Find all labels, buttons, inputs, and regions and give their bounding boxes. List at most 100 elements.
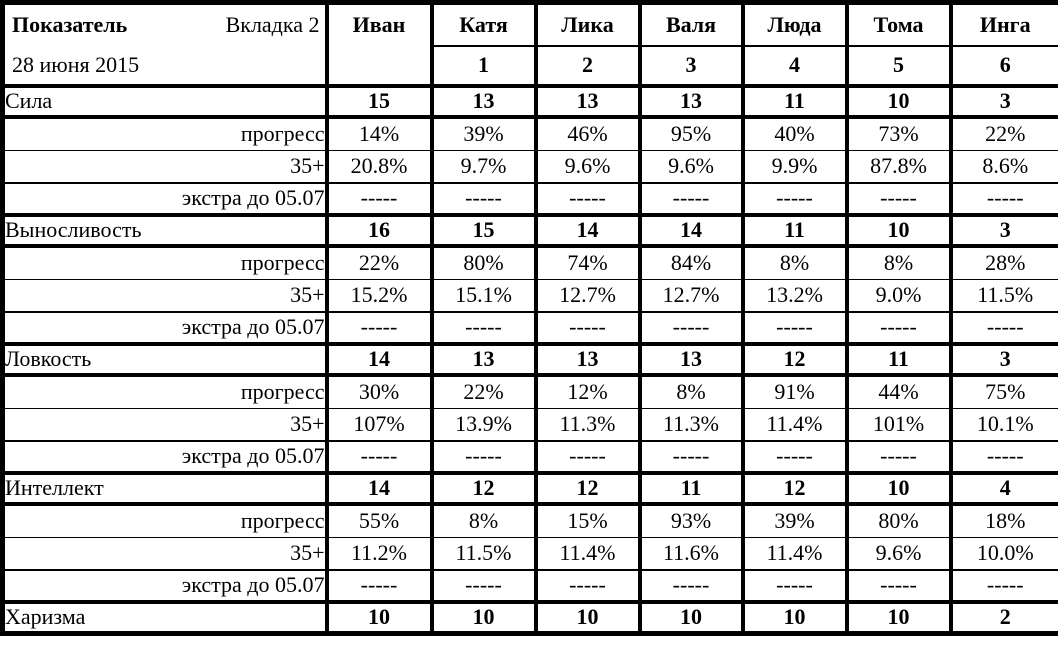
- stat-value-cell[interactable]: 10: [740, 600, 849, 635]
- stat-value-cell[interactable]: 11: [637, 471, 745, 506]
- extra-value-cell[interactable]: -----: [637, 183, 745, 217]
- stat-value-cell[interactable]: 13: [637, 342, 745, 377]
- plus35-value-cell[interactable]: 11.4%: [533, 537, 642, 571]
- extra-value-cell[interactable]: -----: [324, 312, 434, 346]
- stat-value-cell[interactable]: 3: [948, 342, 1058, 377]
- plus35-value-cell[interactable]: 20.8%: [324, 150, 434, 184]
- extra-value-cell[interactable]: -----: [324, 183, 434, 217]
- progress-value-cell[interactable]: 15%: [533, 504, 642, 538]
- extra-value-cell[interactable]: -----: [844, 183, 953, 217]
- person-column-header[interactable]: Инга: [948, 2, 1058, 47]
- stat-value-cell[interactable]: 10: [324, 600, 434, 635]
- progress-value-cell[interactable]: 95%: [637, 117, 745, 151]
- progress-value-cell[interactable]: 91%: [740, 375, 849, 409]
- extra-value-cell[interactable]: -----: [637, 570, 745, 604]
- progress-label-cell[interactable]: прогресс: [0, 504, 329, 538]
- plus35-value-cell[interactable]: 11.4%: [740, 408, 849, 442]
- corner-header-cell[interactable]: Показатель Вкладка 2 28 июня 2015: [0, 2, 329, 88]
- stat-value-cell[interactable]: 14: [324, 342, 434, 377]
- progress-value-cell[interactable]: 8%: [637, 375, 745, 409]
- plus35-value-cell[interactable]: 11.6%: [637, 537, 745, 571]
- extra-value-cell[interactable]: -----: [740, 441, 849, 475]
- progress-value-cell[interactable]: 40%: [740, 117, 849, 151]
- progress-label-cell[interactable]: прогресс: [0, 375, 329, 409]
- extra-value-cell[interactable]: -----: [533, 183, 642, 217]
- stat-value-cell[interactable]: 11: [740, 213, 849, 248]
- progress-value-cell[interactable]: 80%: [844, 504, 953, 538]
- person-number-cell[interactable]: 5: [844, 45, 953, 89]
- stat-value-cell[interactable]: 10: [844, 600, 953, 635]
- stat-value-cell[interactable]: 4: [948, 471, 1058, 506]
- progress-value-cell[interactable]: 46%: [533, 117, 642, 151]
- plus35-label-cell[interactable]: 35+: [0, 150, 329, 184]
- plus35-value-cell[interactable]: 11.4%: [740, 537, 849, 571]
- stat-value-cell[interactable]: 13: [637, 84, 745, 119]
- progress-value-cell[interactable]: 8%: [740, 246, 849, 280]
- stat-value-cell[interactable]: 10: [429, 600, 538, 635]
- person-number-cell[interactable]: 6: [948, 45, 1058, 89]
- stat-value-cell[interactable]: 10: [637, 600, 745, 635]
- stat-value-cell[interactable]: 14: [637, 213, 745, 248]
- progress-value-cell[interactable]: 44%: [844, 375, 953, 409]
- extra-value-cell[interactable]: -----: [637, 312, 745, 346]
- progress-label-cell[interactable]: прогресс: [0, 246, 329, 280]
- extra-value-cell[interactable]: -----: [948, 183, 1058, 217]
- extra-value-cell[interactable]: -----: [533, 441, 642, 475]
- person-column-header[interactable]: Тома: [844, 2, 953, 47]
- stat-value-cell[interactable]: 10: [533, 600, 642, 635]
- stat-value-cell[interactable]: 12: [429, 471, 538, 506]
- extra-value-cell[interactable]: -----: [844, 312, 953, 346]
- extra-value-cell[interactable]: -----: [844, 570, 953, 604]
- plus35-value-cell[interactable]: 11.5%: [429, 537, 538, 571]
- extra-value-cell[interactable]: -----: [948, 312, 1058, 346]
- plus35-value-cell[interactable]: 11.2%: [324, 537, 434, 571]
- tab-label[interactable]: Вкладка 2: [225, 12, 320, 38]
- stat-name-cell[interactable]: Ловкость: [0, 342, 329, 377]
- person-number-cell[interactable]: 4: [740, 45, 849, 89]
- plus35-value-cell[interactable]: 13.9%: [429, 408, 538, 442]
- stat-name-cell[interactable]: Выносливость: [0, 213, 329, 248]
- stat-value-cell[interactable]: 13: [429, 342, 538, 377]
- plus35-value-cell[interactable]: 11.3%: [637, 408, 745, 442]
- extra-value-cell[interactable]: -----: [948, 441, 1058, 475]
- plus35-value-cell[interactable]: 11.3%: [533, 408, 642, 442]
- progress-value-cell[interactable]: 22%: [429, 375, 538, 409]
- stat-value-cell[interactable]: 13: [533, 84, 642, 119]
- extra-value-cell[interactable]: -----: [844, 441, 953, 475]
- stat-value-cell[interactable]: 3: [948, 213, 1058, 248]
- stat-value-cell[interactable]: 14: [533, 213, 642, 248]
- person-column-header[interactable]: Лика: [533, 2, 642, 47]
- progress-value-cell[interactable]: 14%: [324, 117, 434, 151]
- progress-value-cell[interactable]: 84%: [637, 246, 745, 280]
- stat-value-cell[interactable]: 12: [533, 471, 642, 506]
- stat-value-cell[interactable]: 15: [324, 84, 434, 119]
- extra-value-cell[interactable]: -----: [324, 441, 434, 475]
- person-column-header[interactable]: Валя: [637, 2, 745, 47]
- progress-value-cell[interactable]: 28%: [948, 246, 1058, 280]
- plus35-value-cell[interactable]: 87.8%: [844, 150, 953, 184]
- progress-value-cell[interactable]: 80%: [429, 246, 538, 280]
- plus35-value-cell[interactable]: 9.0%: [844, 279, 953, 313]
- plus35-value-cell[interactable]: 10.1%: [948, 408, 1058, 442]
- plus35-value-cell[interactable]: 9.7%: [429, 150, 538, 184]
- progress-value-cell[interactable]: 55%: [324, 504, 434, 538]
- stat-value-cell[interactable]: 13: [533, 342, 642, 377]
- progress-value-cell[interactable]: 12%: [533, 375, 642, 409]
- plus35-value-cell[interactable]: 15.1%: [429, 279, 538, 313]
- progress-label-cell[interactable]: прогресс: [0, 117, 329, 151]
- stat-value-cell[interactable]: 13: [429, 84, 538, 119]
- progress-value-cell[interactable]: 39%: [740, 504, 849, 538]
- progress-value-cell[interactable]: 22%: [948, 117, 1058, 151]
- plus35-value-cell[interactable]: 107%: [324, 408, 434, 442]
- plus35-value-cell[interactable]: 10.0%: [948, 537, 1058, 571]
- stat-value-cell[interactable]: 11: [740, 84, 849, 119]
- plus35-value-cell[interactable]: 12.7%: [637, 279, 745, 313]
- extra-label-cell[interactable]: экстра до 05.07: [0, 183, 329, 217]
- plus35-label-cell[interactable]: 35+: [0, 279, 329, 313]
- stat-value-cell[interactable]: 10: [844, 213, 953, 248]
- extra-value-cell[interactable]: -----: [740, 570, 849, 604]
- plus35-label-cell[interactable]: 35+: [0, 408, 329, 442]
- stat-value-cell[interactable]: 10: [844, 471, 953, 506]
- plus35-value-cell[interactable]: 9.6%: [637, 150, 745, 184]
- plus35-value-cell[interactable]: 13.2%: [740, 279, 849, 313]
